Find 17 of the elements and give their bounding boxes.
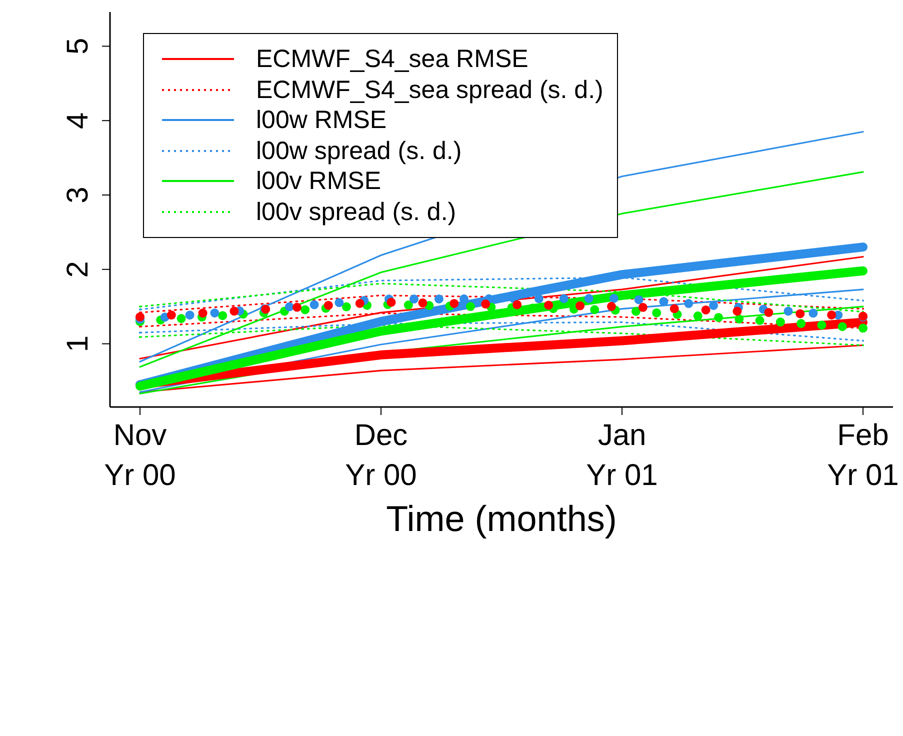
line-series (139, 171, 864, 368)
x-tick-label: Jan Yr 01 (586, 419, 658, 492)
x-tick-label: Dec Yr 00 (345, 419, 417, 492)
legend-label: ECMWF_S4_sea spread (s. d.) (256, 74, 604, 105)
x-tick-label: Feb Yr 01 (827, 419, 899, 492)
x-axis-title: Time (months) (386, 498, 617, 539)
y-tick-label: 2 (62, 261, 94, 278)
legend-label: l00w spread (s. d.) (256, 136, 462, 166)
y-tick-label: 4 (62, 112, 94, 129)
x-tick-label: Nov Yr 00 (104, 419, 176, 492)
y-tick-label: 1 (62, 335, 94, 352)
y-tick-label: 5 (62, 38, 94, 55)
legend-label: l00v spread (s. d.) (256, 196, 456, 227)
legend-label: ECMWF_S4_sea RMSE (256, 44, 528, 74)
legend-label: l00v RMSE (256, 166, 382, 196)
y-tick-label: 3 (62, 186, 94, 204)
legend-label: l00w RMSE (256, 105, 387, 136)
